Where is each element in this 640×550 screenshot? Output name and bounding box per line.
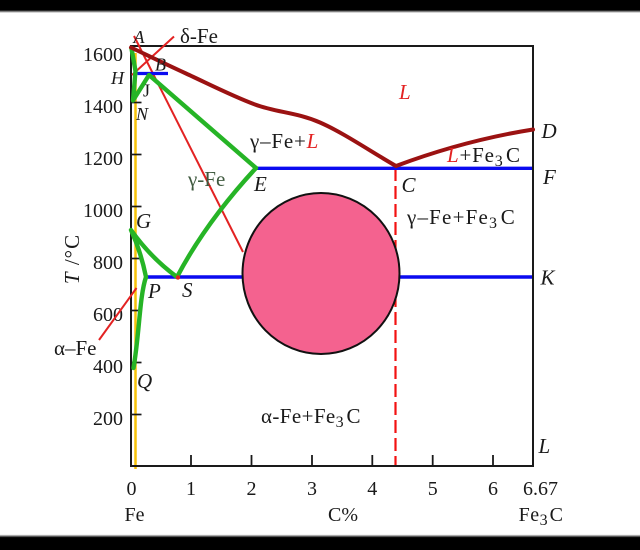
svg-text:3: 3 (307, 478, 317, 500)
svg-text:γ–Fe+L: γ–Fe+L (249, 129, 319, 153)
svg-text:6.67: 6.67 (523, 478, 558, 500)
svg-text:L: L (398, 80, 411, 104)
svg-text:K: K (540, 266, 556, 290)
svg-text:T /°C: T /°C (60, 234, 84, 284)
svg-text:H: H (110, 68, 125, 88)
svg-text:Fe: Fe (125, 504, 145, 526)
svg-text:N: N (135, 104, 149, 124)
svg-text:600: 600 (93, 304, 123, 326)
svg-text:P: P (147, 279, 161, 303)
svg-text:1: 1 (186, 478, 196, 500)
svg-text:0: 0 (127, 478, 137, 500)
svg-text:C: C (402, 173, 417, 197)
svg-text:G: G (136, 209, 151, 233)
svg-text:γ-Fe: γ-Fe (187, 167, 225, 191)
svg-text:B: B (155, 55, 166, 75)
svg-text:400: 400 (93, 356, 123, 378)
svg-text:1200: 1200 (83, 148, 123, 170)
svg-text:α–Fe: α–Fe (54, 336, 97, 360)
svg-text:L: L (538, 434, 551, 458)
svg-text:α-Fe+Fe3C: α-Fe+Fe3 C (261, 404, 361, 431)
svg-text:δ-Fe: δ-Fe (180, 24, 218, 48)
svg-text:5: 5 (428, 478, 438, 500)
svg-text:4: 4 (367, 478, 377, 500)
svg-text:E: E (253, 172, 267, 196)
svg-text:1400: 1400 (83, 96, 123, 118)
svg-text:2: 2 (247, 478, 257, 500)
svg-text:F: F (542, 165, 556, 189)
svg-text:L+Fe3C: L+Fe3 C (446, 143, 521, 170)
svg-text:1000: 1000 (83, 200, 123, 222)
svg-text:Q: Q (137, 369, 152, 393)
svg-text:S: S (182, 278, 193, 302)
svg-text:A: A (133, 27, 146, 47)
svg-text:800: 800 (93, 252, 123, 274)
svg-text:200: 200 (93, 408, 123, 430)
svg-text:C%: C% (328, 504, 358, 526)
svg-text:D: D (541, 119, 557, 143)
svg-text:6: 6 (488, 478, 498, 500)
svg-text:1600: 1600 (83, 44, 123, 66)
svg-text:J: J (143, 81, 150, 101)
